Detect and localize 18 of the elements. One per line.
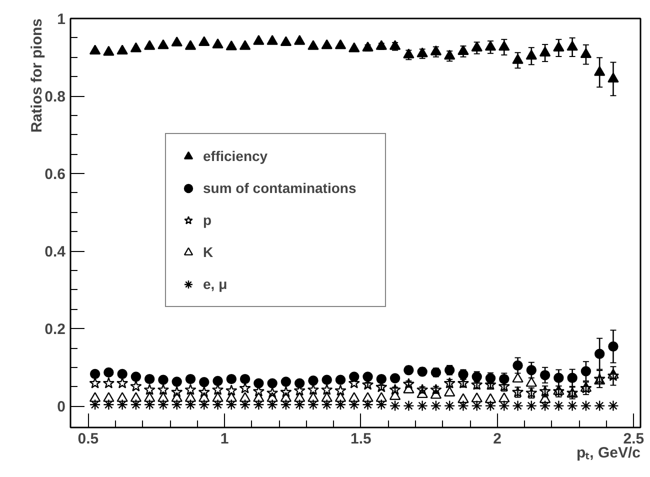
legend-label: e, μ bbox=[203, 276, 228, 292]
y-tick-label: 0.2 bbox=[44, 321, 66, 338]
x-axis-title: pₜ, GeV/c bbox=[576, 444, 641, 462]
y-tick-label: 0.6 bbox=[44, 166, 66, 184]
x-tick-label: 2 bbox=[493, 430, 502, 448]
x-tick-label: 1.5 bbox=[350, 430, 372, 448]
y-tick-label: 0.8 bbox=[44, 88, 66, 106]
legend-label: p bbox=[203, 212, 213, 228]
y-tick-label: 0.4 bbox=[44, 244, 66, 261]
x-tick-label: 0.5 bbox=[78, 430, 99, 448]
legend-label: sum of contaminations bbox=[203, 180, 358, 196]
y-axis-title: Ratios for pions bbox=[28, 18, 46, 133]
y-tick-label: 1 bbox=[57, 11, 66, 28]
legend-label: K bbox=[203, 244, 214, 260]
x-tick-label: 2.5 bbox=[623, 430, 644, 448]
y-tick-label: 0 bbox=[57, 398, 66, 416]
x-tick-label: 1 bbox=[220, 430, 229, 448]
legend-label: efficiency bbox=[203, 148, 269, 164]
